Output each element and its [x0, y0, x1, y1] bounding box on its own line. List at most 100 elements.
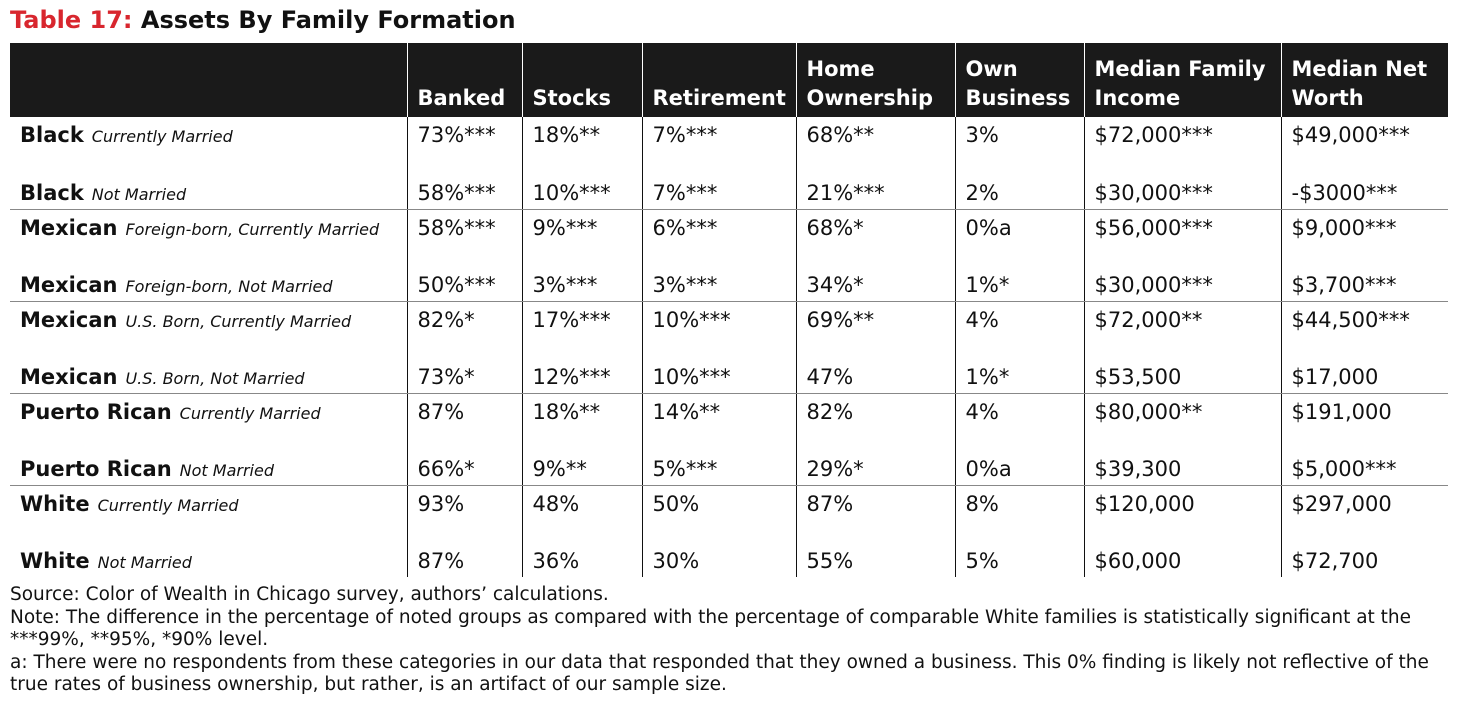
table-cell: 4% — [954, 393, 1084, 439]
row-label: Black Currently Married — [10, 117, 407, 163]
table-cell: 82% — [795, 393, 955, 439]
table-cell: 3%*** — [521, 255, 642, 302]
group-name: Puerto Rican — [20, 399, 172, 424]
table-cell: 34%* — [795, 255, 955, 302]
footnote: a: There were no respondents from these … — [10, 651, 1429, 696]
table-cell: 58%*** — [406, 209, 522, 255]
table-cell: 18%** — [521, 393, 642, 439]
column-header: Median Family Income — [1083, 43, 1281, 117]
significance-note: Note: The difference in the percentage o… — [10, 606, 1412, 651]
table-cell: 68%** — [795, 117, 955, 163]
table-cell: 7%*** — [641, 163, 796, 210]
table-cell: 47% — [795, 347, 955, 394]
group-qualifier: Currently Married — [97, 495, 239, 515]
table-cell: 87% — [406, 393, 522, 439]
table-cell: 7%*** — [641, 117, 796, 163]
table-row: Mexican Foreign-born, Not Married 50%*** 3%… — [10, 255, 1448, 302]
table-cell: $120,000 — [1083, 485, 1281, 531]
table-header: Banked Stocks Retirement Home Ownership Own … — [10, 43, 1448, 117]
table-cell: 58%*** — [406, 163, 522, 210]
table-cell: $60,000 — [1083, 531, 1281, 577]
group-name: Mexican — [20, 364, 118, 389]
table-title: Table 17: Assets By Family Formation — [10, 6, 516, 34]
table-number: Table 17: — [10, 6, 133, 34]
table-cell: $30,000*** — [1083, 255, 1281, 302]
table-cell: 14%** — [641, 393, 796, 439]
table-cell: $3,700*** — [1280, 255, 1448, 302]
table-cell: 10%*** — [641, 347, 796, 394]
table-row: Mexican U.S. Born, Currently Married 82%* 1… — [10, 301, 1448, 347]
notes: Source: Color of Wealth in Chicago surve… — [10, 584, 1450, 697]
group-qualifier: Foreign-born, Currently Married — [125, 219, 380, 239]
group-qualifier: Not Married — [179, 460, 274, 480]
row-label: White Not Married — [10, 531, 407, 577]
table-cell: 9%** — [521, 439, 642, 486]
table-cell: $56,000*** — [1083, 209, 1281, 255]
row-label: Mexican U.S. Born, Currently Married — [10, 301, 407, 347]
table-cell: $5,000*** — [1280, 439, 1448, 486]
group-qualifier: U.S. Born, Currently Married — [125, 311, 352, 331]
table-cell: $49,000*** — [1280, 117, 1448, 163]
table-cell: 5%*** — [641, 439, 796, 486]
table-cell: 10%*** — [641, 301, 796, 347]
table-cell: 68%* — [795, 209, 955, 255]
column-header: Banked — [406, 43, 522, 117]
group-name: Puerto Rican — [20, 456, 172, 481]
table-cell: 48% — [521, 485, 642, 531]
group-qualifier: Foreign-born, Not Married — [125, 276, 333, 296]
table-row: Puerto Rican Currently Married 87% 18%** 14%… — [10, 393, 1448, 439]
table-cell: $44,500*** — [1280, 301, 1448, 347]
table-cell: 17%*** — [521, 301, 642, 347]
table-cell: 18%** — [521, 117, 642, 163]
column-header: Retirement — [641, 43, 796, 117]
table-cell: 21%*** — [795, 163, 955, 210]
row-label: Mexican Foreign-born, Currently Married — [10, 209, 407, 255]
table-cell: 87% — [406, 531, 522, 577]
table-cell: $72,000** — [1083, 301, 1281, 347]
table-cell: $80,000** — [1083, 393, 1281, 439]
table-row: Puerto Rican Not Married 66%* 9%** 5%*** 29%*… — [10, 439, 1448, 486]
group-name: Black — [20, 123, 84, 147]
table-cell: 4% — [954, 301, 1084, 347]
table-cell: 12%*** — [521, 347, 642, 394]
group-qualifier: Not Married — [97, 553, 192, 572]
table-cell: $53,500 — [1083, 347, 1281, 394]
table-cell: 5% — [954, 531, 1084, 577]
group-name: Mexican — [20, 272, 118, 297]
group-name: Mexican — [20, 215, 118, 240]
table-cell: 73%*** — [406, 117, 522, 163]
table-cell: 29%* — [795, 439, 955, 486]
group-qualifier: Not Married — [91, 184, 187, 204]
table-cell: $30,000*** — [1083, 163, 1281, 210]
table-cell: 9%*** — [521, 209, 642, 255]
row-label: Puerto Rican Currently Married — [10, 393, 407, 439]
table-cell: 6%*** — [641, 209, 796, 255]
table-cell: 50%*** — [406, 255, 522, 302]
table-cell: -$3000*** — [1280, 163, 1448, 210]
column-header: Median Net Worth — [1280, 43, 1448, 117]
header-cell — [10, 43, 407, 117]
table-cell: $17,000 — [1280, 347, 1448, 394]
table-cell: 3%*** — [641, 255, 796, 302]
column-header: Own Business — [954, 43, 1084, 117]
table-row: Mexican Foreign-born, Currently Married 58… — [10, 209, 1448, 255]
table-cell: 30% — [641, 531, 796, 577]
table-cell: 93% — [406, 485, 522, 531]
table-cell: 8% — [954, 485, 1084, 531]
table-cell: 2% — [954, 163, 1084, 210]
group-qualifier: Currently Married — [91, 127, 233, 146]
header-row: Banked Stocks Retirement Home Ownership Own … — [10, 43, 1448, 117]
table-cell: 36% — [521, 531, 642, 577]
table-cell: $9,000*** — [1280, 209, 1448, 255]
group-name: White — [20, 491, 90, 516]
table-row: Mexican U.S. Born, Not Married 73%* 12%*** 1… — [10, 347, 1448, 394]
row-label: Puerto Rican Not Married — [10, 439, 407, 486]
group-qualifier: Currently Married — [179, 403, 321, 423]
table-cell: $191,000 — [1280, 393, 1448, 439]
group-name: Mexican — [20, 307, 118, 332]
table-cell: 73%* — [406, 347, 522, 394]
column-header: Home Ownership — [795, 43, 955, 117]
table-cell: 1%* — [954, 255, 1084, 302]
table-cell: 0%a — [954, 209, 1084, 255]
